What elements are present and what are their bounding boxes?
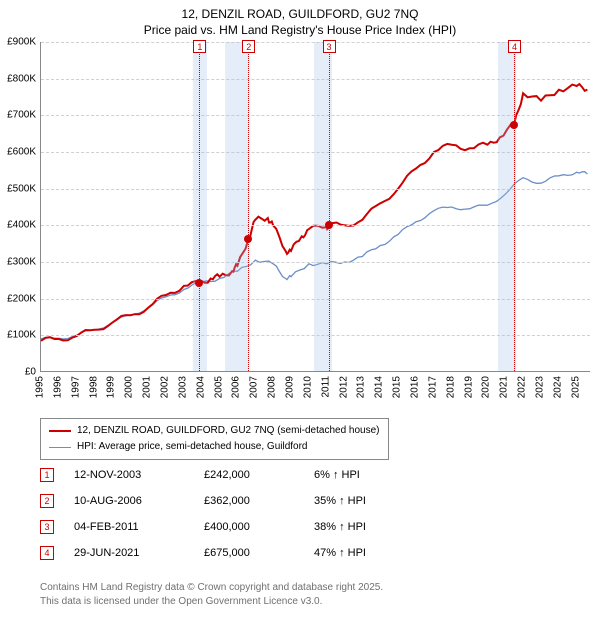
x-tick-label: 2019: [463, 376, 474, 398]
sale-number-box: 4: [40, 546, 54, 560]
sale-marker-line: 2: [248, 42, 249, 371]
x-tick-label: 2000: [124, 376, 135, 398]
sale-price: £400,000: [204, 521, 294, 533]
sale-price: £242,000: [204, 469, 294, 481]
sale-marker-line: 4: [514, 42, 515, 371]
sale-date: 29-JUN-2021: [74, 547, 184, 559]
x-tick-label: 2008: [267, 376, 278, 398]
legend: 12, DENZIL ROAD, GUILDFORD, GU2 7NQ (sem…: [40, 418, 389, 460]
sale-marker-number: 4: [508, 40, 521, 53]
plot-area: 1234: [40, 42, 590, 372]
chart-area: £0£100K£200K£300K£400K£500K£600K£700K£80…: [0, 42, 600, 412]
y-tick-label: £100K: [7, 330, 36, 341]
sale-date: 12-NOV-2003: [74, 469, 184, 481]
x-tick-label: 2020: [481, 376, 492, 398]
x-tick-label: 2021: [499, 376, 510, 398]
footer-attribution: Contains HM Land Registry data © Crown c…: [40, 581, 383, 608]
legend-label: HPI: Average price, semi-detached house,…: [77, 439, 308, 455]
sale-vs-hpi: 35% ↑ HPI: [314, 495, 424, 507]
sale-dot: [510, 121, 518, 129]
table-row: 2 10-AUG-2006 £362,000 35% ↑ HPI: [40, 488, 424, 514]
title-address: 12, DENZIL ROAD, GUILDFORD, GU2 7NQ: [0, 6, 600, 22]
x-tick-label: 2025: [570, 376, 581, 398]
footer-line1: Contains HM Land Registry data © Crown c…: [40, 581, 383, 595]
x-tick-label: 2016: [410, 376, 421, 398]
footer-line2: This data is licensed under the Open Gov…: [40, 595, 383, 609]
sales-table: 1 12-NOV-2003 £242,000 6% ↑ HPI 2 10-AUG-2006…: [40, 462, 424, 566]
x-tick-label: 2024: [552, 376, 563, 398]
sale-marker-number: 1: [193, 40, 206, 53]
x-tick-label: 2011: [320, 376, 331, 398]
sale-price: £362,000: [204, 495, 294, 507]
x-tick-label: 2023: [535, 376, 546, 398]
x-axis: 1995199619971998199920002001200220032004…: [40, 372, 590, 412]
legend-row: 12, DENZIL ROAD, GUILDFORD, GU2 7NQ (sem…: [49, 423, 380, 439]
sale-marker-number: 2: [242, 40, 255, 53]
sale-marker-line: 1: [199, 42, 200, 371]
sale-vs-hpi: 38% ↑ HPI: [314, 521, 424, 533]
legend-swatch: [49, 430, 71, 432]
x-tick-label: 2001: [142, 376, 153, 398]
table-row: 4 29-JUN-2021 £675,000 47% ↑ HPI: [40, 540, 424, 566]
legend-label: 12, DENZIL ROAD, GUILDFORD, GU2 7NQ (sem…: [77, 423, 380, 439]
x-tick-label: 2022: [517, 376, 528, 398]
x-tick-label: 1998: [88, 376, 99, 398]
x-tick-label: 2002: [160, 376, 171, 398]
y-tick-label: £900K: [7, 37, 36, 48]
sale-marker-number: 3: [323, 40, 336, 53]
x-tick-label: 2017: [427, 376, 438, 398]
y-tick-label: £600K: [7, 147, 36, 158]
x-tick-label: 2007: [249, 376, 260, 398]
chart-container: 12, DENZIL ROAD, GUILDFORD, GU2 7NQ Pric…: [0, 0, 600, 620]
x-tick-label: 2014: [374, 376, 385, 398]
title-subtitle: Price paid vs. HM Land Registry's House …: [0, 22, 600, 38]
y-axis: £0£100K£200K£300K£400K£500K£600K£700K£80…: [0, 42, 40, 372]
sale-date: 04-FEB-2011: [74, 521, 184, 533]
x-tick-label: 2012: [338, 376, 349, 398]
x-tick-label: 2010: [302, 376, 313, 398]
table-row: 1 12-NOV-2003 £242,000 6% ↑ HPI: [40, 462, 424, 488]
sale-marker-line: 3: [329, 42, 330, 371]
x-tick-label: 2004: [195, 376, 206, 398]
x-tick-label: 1996: [52, 376, 63, 398]
y-tick-label: £300K: [7, 257, 36, 268]
y-tick-label: £400K: [7, 220, 36, 231]
sale-dot: [195, 279, 203, 287]
sale-dot: [325, 221, 333, 229]
sale-dot: [244, 235, 252, 243]
y-tick-label: £700K: [7, 110, 36, 121]
sale-date: 10-AUG-2006: [74, 495, 184, 507]
legend-swatch: [49, 447, 71, 448]
x-tick-label: 2003: [177, 376, 188, 398]
sale-vs-hpi: 6% ↑ HPI: [314, 469, 424, 481]
x-tick-label: 2018: [445, 376, 456, 398]
shaded-band: [225, 42, 248, 371]
sale-vs-hpi: 47% ↑ HPI: [314, 547, 424, 559]
y-tick-label: £500K: [7, 183, 36, 194]
x-tick-label: 2015: [392, 376, 403, 398]
x-tick-label: 2006: [231, 376, 242, 398]
x-tick-label: 1995: [35, 376, 46, 398]
y-tick-label: £200K: [7, 293, 36, 304]
x-tick-label: 1997: [70, 376, 81, 398]
x-tick-label: 2009: [285, 376, 296, 398]
legend-row: HPI: Average price, semi-detached house,…: [49, 439, 380, 455]
sale-price: £675,000: [204, 547, 294, 559]
chart-title: 12, DENZIL ROAD, GUILDFORD, GU2 7NQ Pric…: [0, 0, 600, 38]
sale-number-box: 3: [40, 520, 54, 534]
sale-number-box: 2: [40, 494, 54, 508]
x-tick-label: 1999: [106, 376, 117, 398]
x-tick-label: 2013: [356, 376, 367, 398]
sale-number-box: 1: [40, 468, 54, 482]
table-row: 3 04-FEB-2011 £400,000 38% ↑ HPI: [40, 514, 424, 540]
y-tick-label: £800K: [7, 73, 36, 84]
x-tick-label: 2005: [213, 376, 224, 398]
